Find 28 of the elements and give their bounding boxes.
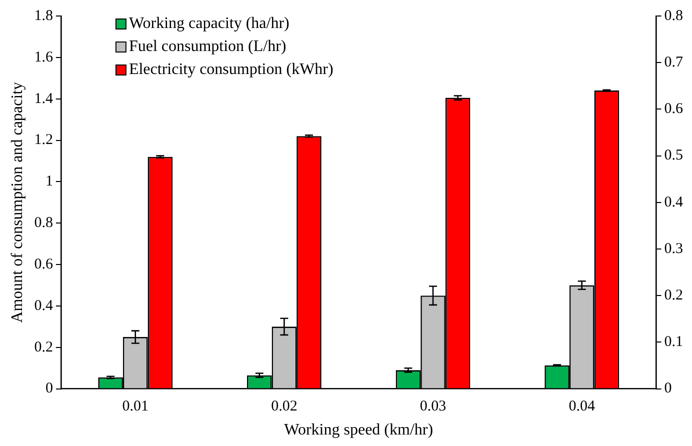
x-axis-title: Working speed (km/hr) <box>284 422 434 439</box>
y-tick-label: 0.2 <box>34 339 53 356</box>
y-tick-label: 0.6 <box>34 256 54 272</box>
y-tick-label: 1 <box>45 174 53 190</box>
y2-tick-label: 0.4 <box>664 194 684 210</box>
y2-tick-label: 0.1 <box>664 334 683 350</box>
y-tick-label: 0.8 <box>34 215 53 232</box>
y-tick-label: 0 <box>45 380 53 397</box>
y2-tick-label: 0.2 <box>664 288 683 304</box>
y-tick-label: 1.6 <box>34 49 54 66</box>
y2-tick-label: 0.3 <box>664 240 683 257</box>
x-tick-label: 0.04 <box>568 398 596 415</box>
y2-tick-label: 0.8 <box>664 8 683 24</box>
legend-label: Fuel consumption (L/hr) <box>128 38 286 56</box>
legend-label: Working capacity (ha/hr) <box>128 15 290 32</box>
y2-tick-label: 0.5 <box>664 148 683 164</box>
y-tick-label: 1.2 <box>34 132 53 148</box>
y2-tick-label: 0 <box>664 380 672 397</box>
x-tick-label: 0.02 <box>271 398 298 415</box>
y-tick-label: 1.8 <box>34 8 53 24</box>
x-tick-label: 0.01 <box>122 398 148 415</box>
x-tick-label: 0.03 <box>420 398 446 415</box>
y2-tick-label: 0.6 <box>664 101 684 118</box>
y2-tick-label: 0.7 <box>664 54 684 71</box>
y-tick-label: 1.4 <box>34 90 54 107</box>
legend-label: Electricity consumption (kWhr) <box>128 61 334 78</box>
y-axis-title: Amount of consumption and capacity <box>8 82 26 323</box>
y-tick-label: 0.4 <box>34 298 54 314</box>
